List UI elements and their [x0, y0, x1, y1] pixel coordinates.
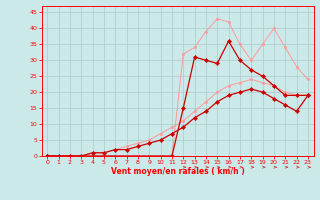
X-axis label: Vent moyen/en rafales ( km/h ): Vent moyen/en rafales ( km/h )	[111, 167, 244, 176]
